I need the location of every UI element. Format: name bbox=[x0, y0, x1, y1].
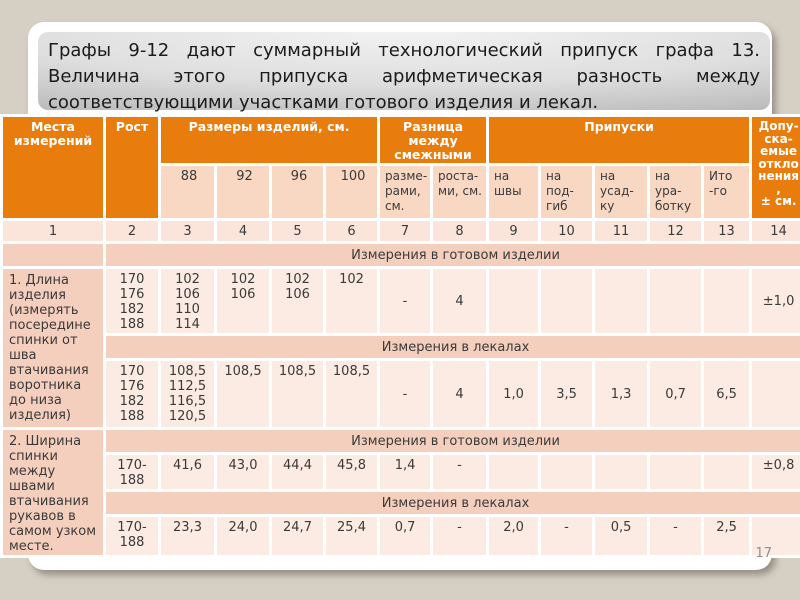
group2-label: 2. Ширина спинки между швами втачивания … bbox=[3, 430, 103, 555]
r3-c12 bbox=[650, 455, 702, 489]
header-diff-group: Разница между смежными bbox=[380, 117, 487, 163]
r4-c10: - bbox=[541, 517, 593, 555]
r4-c9: 2,0 bbox=[489, 517, 539, 555]
colnum-9: 9 bbox=[489, 221, 539, 241]
colnum-13: 13 bbox=[704, 221, 750, 241]
measurements-table: Места измерений Рост Размеры изделий, см… bbox=[0, 114, 800, 558]
note-text: Графы 9-12 дают суммарный технологически… bbox=[48, 40, 760, 113]
r1-c3: 102 106 110 114 bbox=[161, 269, 214, 333]
r2-c4: 108,5 bbox=[217, 361, 269, 427]
r1-c8: 4 bbox=[433, 269, 487, 333]
header-allowances-group: Припуски bbox=[489, 117, 750, 163]
r1-c13 bbox=[704, 269, 750, 333]
r4-c4: 24,0 bbox=[217, 517, 269, 555]
r4-c13: 2,5 bbox=[704, 517, 750, 555]
r3-c7: 1,4 bbox=[380, 455, 431, 489]
header-allow-seams: на швы bbox=[489, 166, 539, 218]
r4-c14 bbox=[752, 517, 800, 555]
colnum-14: 14 bbox=[752, 221, 800, 241]
colnum-5: 5 bbox=[272, 221, 323, 241]
note-box: Графы 9-12 дают суммарный технологически… bbox=[38, 32, 770, 113]
r2-c2: 170 176 182 188 bbox=[106, 361, 158, 427]
r2-c13: 6,5 bbox=[704, 361, 750, 427]
header-allow-takeup: на ура- ботку bbox=[650, 166, 702, 218]
r3-c6: 45,8 bbox=[326, 455, 378, 489]
colnum-7: 7 bbox=[380, 221, 431, 241]
colnum-10: 10 bbox=[541, 221, 593, 241]
colnum-8: 8 bbox=[433, 221, 487, 241]
r2-c6: 108,5 bbox=[326, 361, 378, 427]
r4-c2: 170-188 bbox=[106, 517, 158, 555]
header-diff-rost: роста- ми, см. bbox=[433, 166, 487, 218]
r3-c3: 41,6 bbox=[161, 455, 214, 489]
r1-c7: - bbox=[380, 269, 431, 333]
r2-c10: 3,5 bbox=[541, 361, 593, 427]
r3-c9 bbox=[489, 455, 539, 489]
r3-c5: 44,4 bbox=[272, 455, 323, 489]
r1-c4: 102 106 bbox=[217, 269, 269, 333]
header-rost: Рост bbox=[106, 117, 158, 218]
r2-c9: 1,0 bbox=[489, 361, 539, 427]
r3-c13 bbox=[704, 455, 750, 489]
group1-label: 1. Длина изделия (измерять посередине сп… bbox=[3, 269, 103, 427]
r2-c3: 108,5 112,5 116,5 120,5 bbox=[161, 361, 214, 427]
section-band-ready-2: Измерения в готовом изделии bbox=[106, 430, 800, 452]
header-places: Места измерений bbox=[3, 117, 103, 218]
header-allow-total: Ито -го bbox=[704, 166, 750, 218]
r1-c10 bbox=[541, 269, 593, 333]
header-tolerance: Допу- ска- емые откло нения , ± см. bbox=[752, 117, 800, 218]
header-size-96: 96 bbox=[272, 166, 323, 218]
r4-c6: 25,4 bbox=[326, 517, 378, 555]
r4-c11: 0,5 bbox=[595, 517, 648, 555]
r1-c5: 102 106 bbox=[272, 269, 323, 333]
r3-c8: - bbox=[433, 455, 487, 489]
r3-c14: ±0,8 bbox=[752, 455, 800, 489]
colnum-2: 2 bbox=[106, 221, 158, 241]
r4-c5: 24,7 bbox=[272, 517, 323, 555]
colnum-4: 4 bbox=[217, 221, 269, 241]
colnum-6: 6 bbox=[326, 221, 378, 241]
section-band-patterns-1: Измерения в лекалах bbox=[106, 336, 800, 358]
header-allow-shrink: на усад- ку bbox=[595, 166, 648, 218]
r2-c14 bbox=[752, 361, 800, 427]
r1-c6: 102 bbox=[326, 269, 378, 333]
r2-c7: - bbox=[380, 361, 431, 427]
header-diff-sizes: разме- рами, см. bbox=[380, 166, 431, 218]
header-size-100: 100 bbox=[326, 166, 378, 218]
header-sizes-group: Размеры изделий, см. bbox=[161, 117, 378, 163]
r4-c12: - bbox=[650, 517, 702, 555]
r1-c14: ±1,0 bbox=[752, 269, 800, 333]
section-band-ready-1: Измерения в готовом изделии bbox=[106, 244, 800, 266]
r2-c8: 4 bbox=[433, 361, 487, 427]
header-size-88: 88 bbox=[161, 166, 214, 218]
r4-c3: 23,3 bbox=[161, 517, 214, 555]
header-allow-hem: на под- гиб bbox=[541, 166, 593, 218]
colnum-11: 11 bbox=[595, 221, 648, 241]
page-number: 17 bbox=[755, 546, 772, 561]
colnum-3: 3 bbox=[161, 221, 214, 241]
r2-c5: 108,5 bbox=[272, 361, 323, 427]
r1-c12 bbox=[650, 269, 702, 333]
r3-c4: 43,0 bbox=[217, 455, 269, 489]
empty-label-cell bbox=[3, 244, 103, 266]
colnum-12: 12 bbox=[650, 221, 702, 241]
r4-c7: 0,7 bbox=[380, 517, 431, 555]
section-band-patterns-2: Измерения в лекалах bbox=[106, 492, 800, 514]
r1-c2: 170 176 182 188 bbox=[106, 269, 158, 333]
r2-c11: 1,3 bbox=[595, 361, 648, 427]
header-size-92: 92 bbox=[217, 166, 269, 218]
r3-c10 bbox=[541, 455, 593, 489]
r3-c2: 170-188 bbox=[106, 455, 158, 489]
r1-c9 bbox=[489, 269, 539, 333]
colnum-1: 1 bbox=[3, 221, 103, 241]
r4-c8: - bbox=[433, 517, 487, 555]
r3-c11 bbox=[595, 455, 648, 489]
r1-c11 bbox=[595, 269, 648, 333]
r2-c12: 0,7 bbox=[650, 361, 702, 427]
